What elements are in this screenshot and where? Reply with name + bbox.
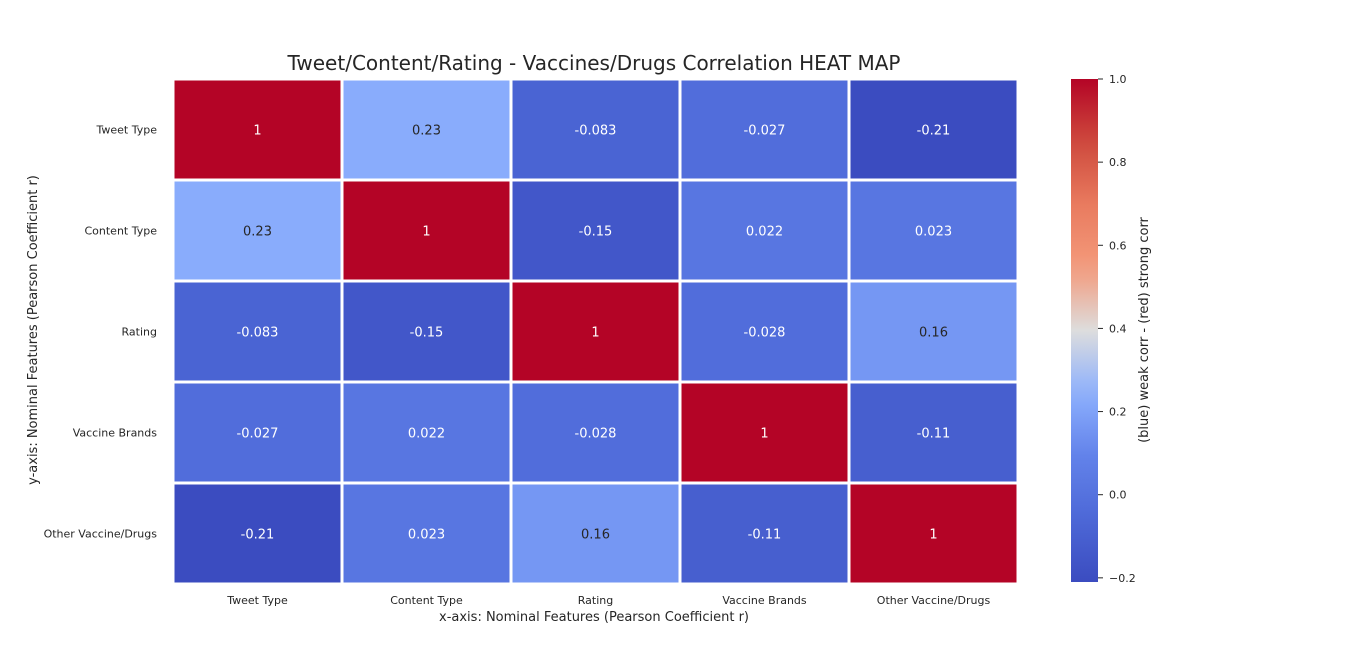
heatmap-cell (340, 77, 513, 182)
colorbar-tick-label: 0.4 (1109, 322, 1127, 335)
cell-value-label: -0.083 (575, 124, 617, 139)
x-tick-labels: Tweet Type Content Type Rating Vaccine Bran… (226, 594, 990, 607)
cell-value-label: -0.21 (241, 528, 275, 543)
colorbar-tick-label: 1.0 (1109, 73, 1127, 86)
chart-title: Tweet/Content/Rating - Vaccines/Drugs Co… (286, 51, 900, 75)
heatmap-cell (171, 77, 344, 182)
y-axis-label: y-axis: Nominal Features (Pearson Coeffi… (26, 175, 41, 485)
cell-value-label: -0.11 (748, 528, 782, 543)
colorbar-tick-label: −0.2 (1109, 572, 1136, 585)
y-tick-label: Rating (122, 326, 157, 339)
heatmap-cell (509, 380, 682, 485)
y-tick-label: Vaccine Brands (73, 427, 158, 440)
cell-value-label: 0.16 (919, 326, 948, 341)
heatmap-cell (340, 279, 513, 384)
heatmap-cell (678, 380, 851, 485)
cell-value-label: 1 (253, 124, 261, 139)
heatmap-cell (509, 178, 682, 283)
cell-value-label: -0.028 (575, 427, 617, 442)
cell-value-label: 0.16 (581, 528, 610, 543)
cell-value-label: 0.023 (408, 528, 445, 543)
cell-value-label: 0.23 (243, 225, 272, 240)
x-tick-label: Vaccine Brands (722, 594, 807, 607)
cell-value-label: -0.15 (410, 326, 444, 341)
cell-value-label: 0.022 (408, 427, 445, 442)
colorbar-ticks: −0.2 0.0 0.2 0.4 0.6 0.8 1.0 (1098, 73, 1136, 585)
x-tick-label: Rating (578, 594, 613, 607)
cell-value-label: 1 (591, 326, 599, 341)
cell-value-label: -0.11 (917, 427, 951, 442)
y-tick-label: Other Vaccine/Drugs (44, 528, 158, 541)
y-tick-labels: Tweet Type Content Type Rating Vaccine Bran… (44, 124, 158, 541)
cell-value-label: -0.027 (237, 427, 279, 442)
cell-value-label: -0.028 (744, 326, 786, 341)
cell-value-label: -0.083 (237, 326, 279, 341)
cell-value-label: 1 (929, 528, 937, 543)
colorbar-tick-label: 0.2 (1109, 406, 1127, 419)
colorbar-label: (blue) weak corr - (red) strong corr (1137, 216, 1152, 442)
heatmap-cell (847, 178, 1020, 283)
heatmap-cell (340, 380, 513, 485)
y-tick-label: Tweet Type (95, 124, 157, 137)
heatmap-cell (678, 279, 851, 384)
x-tick-label: Other Vaccine/Drugs (877, 594, 991, 607)
colorbar-tick-label: 0.0 (1109, 489, 1127, 502)
cell-value-label: 0.022 (746, 225, 783, 240)
heatmap-cell (847, 481, 1020, 586)
x-tick-label: Content Type (390, 594, 463, 607)
heatmap-cells: 1 0.23 -0.083 -0.027 -0.21 0.23 1 -0.15 0.022 0.0… (171, 77, 1020, 586)
cell-value-label: 1 (422, 225, 430, 240)
cell-value-label: 0.023 (915, 225, 952, 240)
cell-value-label: -0.027 (744, 124, 786, 139)
x-axis-label: x-axis: Nominal Features (Pearson Coeffi… (439, 610, 749, 625)
heatmap-cell (340, 481, 513, 586)
x-tick-label: Tweet Type (226, 594, 288, 607)
colorbar-tick-label: 0.6 (1109, 239, 1127, 252)
cell-value-label: 1 (760, 427, 768, 442)
heatmap-cell (171, 178, 344, 283)
heatmap-cell (509, 481, 682, 586)
y-tick-label: Content Type (84, 225, 157, 238)
colorbar (1071, 79, 1098, 582)
heatmap-cell (171, 380, 344, 485)
heatmap-cell (847, 380, 1020, 485)
cell-value-label: 0.23 (412, 124, 441, 139)
cell-value-label: -0.15 (579, 225, 613, 240)
colorbar-tick-label: 0.8 (1109, 156, 1127, 169)
heatmap-cell (171, 481, 344, 586)
cell-value-label: -0.21 (917, 124, 951, 139)
